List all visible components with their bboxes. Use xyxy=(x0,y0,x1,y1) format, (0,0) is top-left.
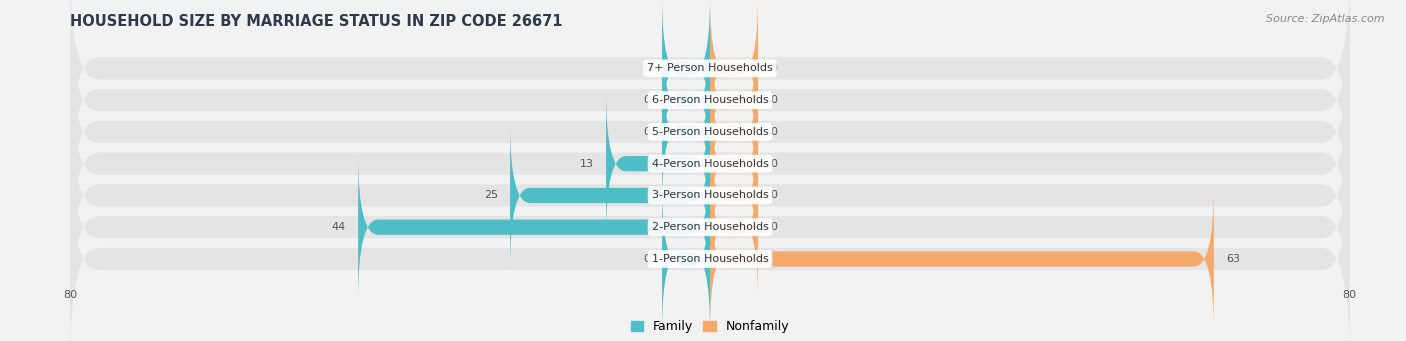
Text: 2-Person Households: 2-Person Households xyxy=(651,222,769,232)
FancyBboxPatch shape xyxy=(662,0,710,140)
Text: 0: 0 xyxy=(770,127,778,137)
Text: 4-Person Households: 4-Person Households xyxy=(651,159,769,169)
Text: 0: 0 xyxy=(643,95,650,105)
FancyBboxPatch shape xyxy=(70,159,1350,341)
Text: 0: 0 xyxy=(770,222,778,232)
Text: 0: 0 xyxy=(643,63,650,73)
Text: 0: 0 xyxy=(770,63,778,73)
FancyBboxPatch shape xyxy=(710,187,1213,331)
FancyBboxPatch shape xyxy=(70,127,1350,327)
FancyBboxPatch shape xyxy=(70,32,1350,232)
FancyBboxPatch shape xyxy=(359,155,710,299)
Text: 6-Person Households: 6-Person Households xyxy=(651,95,769,105)
Text: 25: 25 xyxy=(484,190,498,201)
Text: Source: ZipAtlas.com: Source: ZipAtlas.com xyxy=(1267,14,1385,24)
FancyBboxPatch shape xyxy=(510,124,710,267)
FancyBboxPatch shape xyxy=(710,28,758,172)
FancyBboxPatch shape xyxy=(70,64,1350,264)
FancyBboxPatch shape xyxy=(710,92,758,236)
Text: 63: 63 xyxy=(1226,254,1240,264)
FancyBboxPatch shape xyxy=(606,92,710,236)
FancyBboxPatch shape xyxy=(70,95,1350,296)
Text: 0: 0 xyxy=(770,159,778,169)
FancyBboxPatch shape xyxy=(662,60,710,204)
Text: 13: 13 xyxy=(581,159,595,169)
FancyBboxPatch shape xyxy=(710,155,758,299)
FancyBboxPatch shape xyxy=(70,0,1350,168)
FancyBboxPatch shape xyxy=(662,187,710,331)
Text: 0: 0 xyxy=(643,127,650,137)
Text: 0: 0 xyxy=(643,254,650,264)
FancyBboxPatch shape xyxy=(662,28,710,172)
Text: HOUSEHOLD SIZE BY MARRIAGE STATUS IN ZIP CODE 26671: HOUSEHOLD SIZE BY MARRIAGE STATUS IN ZIP… xyxy=(70,14,562,29)
Text: 3-Person Households: 3-Person Households xyxy=(651,190,769,201)
FancyBboxPatch shape xyxy=(710,0,758,140)
Text: 1-Person Households: 1-Person Households xyxy=(651,254,769,264)
Text: 5-Person Households: 5-Person Households xyxy=(651,127,769,137)
Legend: Family, Nonfamily: Family, Nonfamily xyxy=(626,315,794,338)
FancyBboxPatch shape xyxy=(70,0,1350,200)
Text: 0: 0 xyxy=(770,190,778,201)
Text: 7+ Person Households: 7+ Person Households xyxy=(647,63,773,73)
FancyBboxPatch shape xyxy=(710,60,758,204)
Text: 44: 44 xyxy=(332,222,346,232)
Text: 0: 0 xyxy=(770,95,778,105)
FancyBboxPatch shape xyxy=(710,124,758,267)
